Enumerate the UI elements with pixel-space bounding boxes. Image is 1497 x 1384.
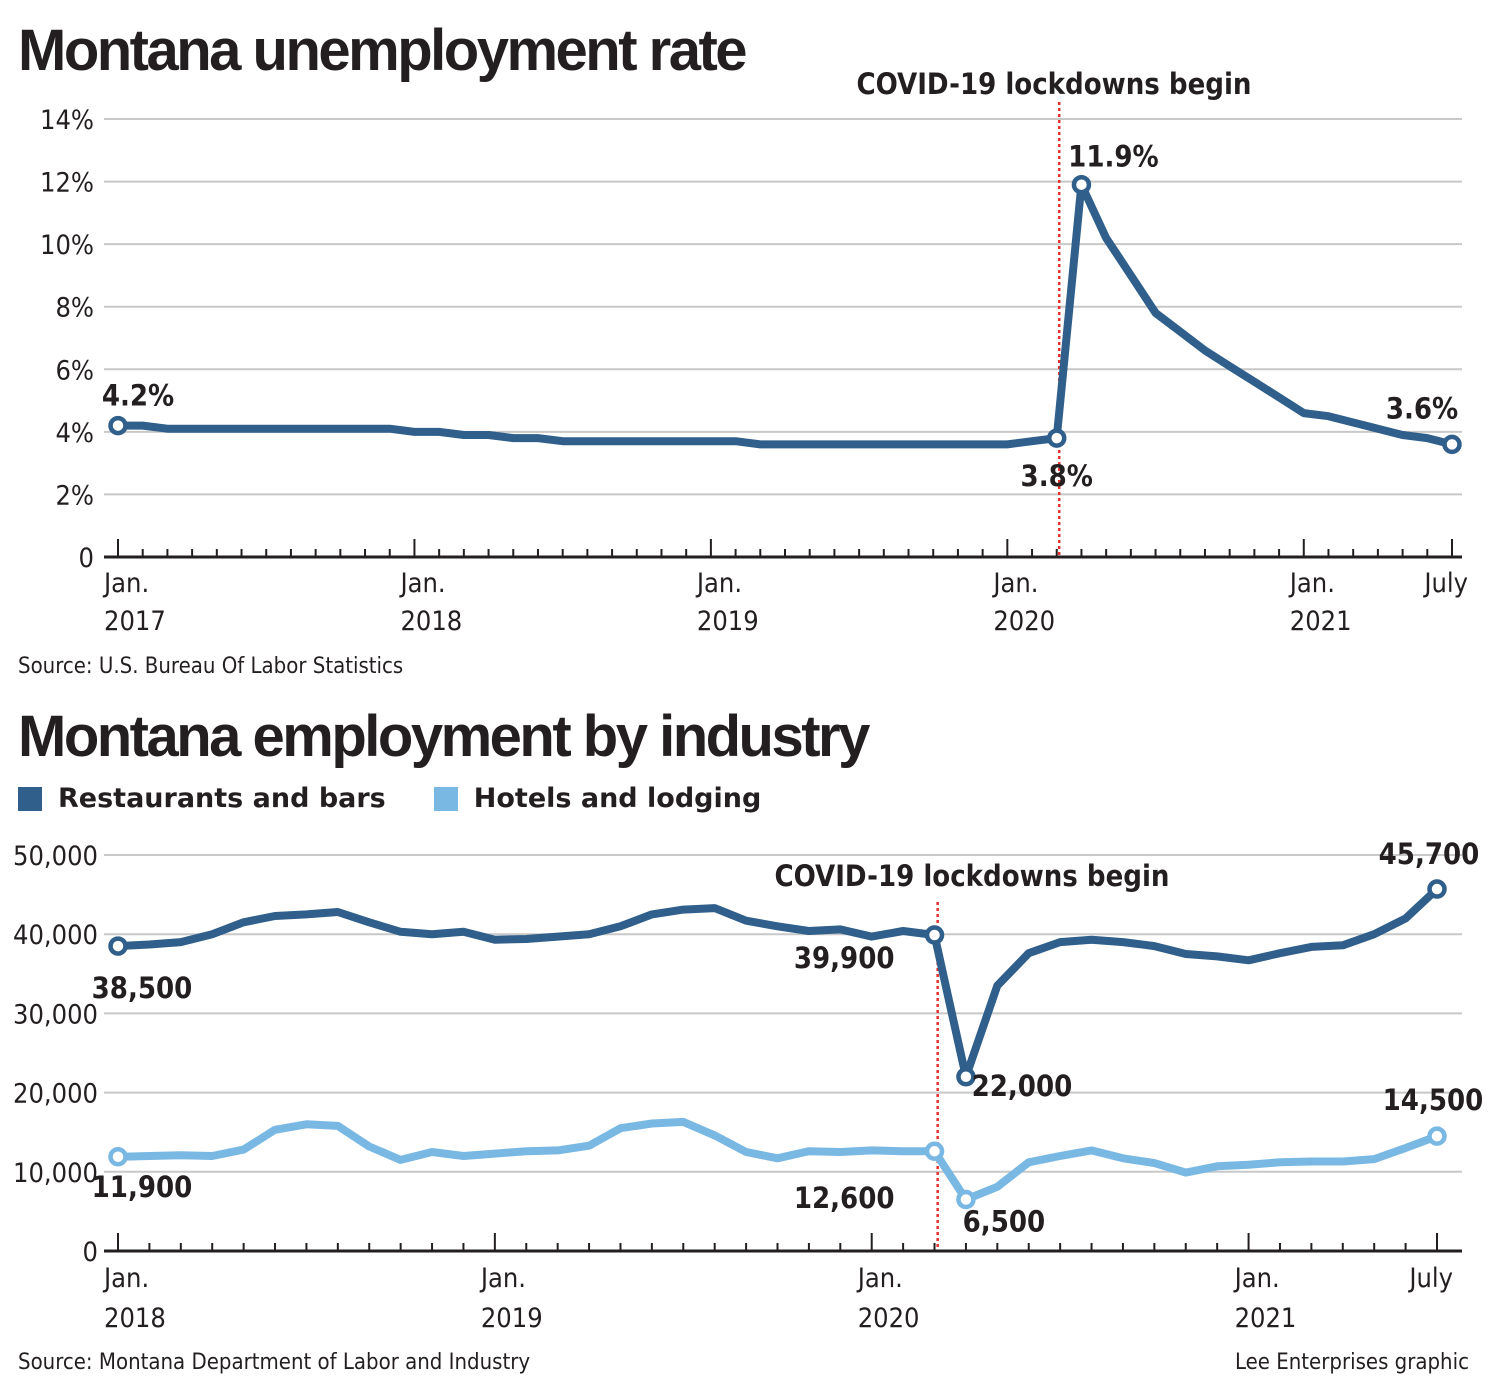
unemployment-source: Source: U.S. Bureau Of Labor Statistics — [18, 654, 404, 679]
x-tick-label: 2019 — [697, 606, 759, 637]
data-point-marker — [108, 936, 128, 956]
data-point-label: 11,900 — [92, 1170, 193, 1204]
data-point-label: 12,600 — [794, 1181, 895, 1215]
data-point-marker — [1046, 428, 1067, 448]
covid-lockdown-annotation: COVID-19 lockdowns begin — [775, 859, 1170, 893]
y-tick-label: 30,000 — [13, 999, 98, 1030]
covid-lockdown-annotation: COVID-19 lockdowns begin — [857, 67, 1252, 101]
y-tick-label: 20,000 — [13, 1079, 98, 1110]
y-tick-label: 8% — [55, 293, 94, 324]
data-point-marker — [1071, 174, 1092, 195]
data-point-label: 3.6% — [1386, 391, 1458, 425]
data-point-marker — [1442, 434, 1462, 455]
legend-swatch-restaurants — [18, 786, 42, 811]
data-point-marker — [956, 1067, 976, 1087]
legend-swatch-hotels — [433, 786, 458, 811]
x-tick-label: 2020 — [993, 606, 1055, 637]
x-tick-label: 2018 — [400, 606, 462, 637]
y-tick-label: 4% — [55, 418, 94, 449]
unemployment-chart: 0 2% 4% 6% 8% 10% 12% 14% Jan. 2017 Jan. 2018 Jan. 20… — [40, 67, 1468, 637]
y-tick-label: 0 — [83, 1237, 98, 1268]
x-tick-label: 2019 — [481, 1303, 543, 1334]
unemployment-chart-title: Montana unemployment rate — [18, 18, 748, 83]
x-tick-label: 2021 — [1235, 1303, 1297, 1334]
graphic-credit: Lee Enterprises graphic — [1234, 1350, 1469, 1375]
series-line-1 — [114, 1117, 1441, 1204]
legend-item-hotels: Hotels and lodging — [433, 783, 762, 814]
x-tick-label: 2017 — [104, 606, 166, 637]
x-tick-label: 2021 — [1290, 606, 1352, 637]
data-point-marker — [1427, 1126, 1447, 1146]
y-tick-label: 0 — [79, 543, 94, 574]
legend-label-hotels: Hotels and lodging — [473, 783, 762, 814]
y-tick-label: 10,000 — [13, 1158, 98, 1189]
y-tick-label: 2% — [55, 480, 94, 511]
x-tick-label: Jan. — [1233, 1263, 1280, 1294]
x-tick-label: July — [1422, 568, 1468, 599]
x-tick-label: July — [1407, 1263, 1453, 1294]
x-tick-label: Jan. — [102, 1263, 149, 1294]
data-point-marker — [924, 925, 945, 945]
data-point-label: 38,500 — [92, 971, 193, 1005]
data-point-label: 39,900 — [794, 941, 895, 975]
y-tick-label: 10% — [40, 230, 94, 261]
x-tick-label: Jan. — [102, 568, 149, 599]
data-point-label: 4.2% — [102, 379, 174, 413]
data-point-marker — [108, 415, 128, 436]
x-tick-label: Jan. — [1288, 568, 1335, 599]
x-tick-label: Jan. — [479, 1263, 526, 1294]
y-tick-label: 40,000 — [13, 920, 98, 951]
y-tick-label: 12% — [40, 168, 94, 199]
legend-label-restaurants: Restaurants and bars — [58, 783, 386, 814]
data-point-label: 6,500 — [963, 1205, 1046, 1239]
data-point-label: 14,500 — [1383, 1083, 1484, 1117]
employment-source: Source: Montana Department of Labor and … — [18, 1350, 531, 1375]
x-tick-label: Jan. — [991, 568, 1038, 599]
x-tick-label: Jan. — [695, 568, 742, 599]
legend-item-restaurants: Restaurants and bars — [18, 783, 386, 814]
data-point-label: 45,700 — [1379, 837, 1480, 871]
y-tick-label: 6% — [55, 355, 94, 386]
series-line-0 — [114, 180, 1456, 449]
x-tick-label: Jan. — [856, 1263, 903, 1294]
series-line-0 — [114, 885, 1441, 1081]
data-point-marker — [108, 1147, 128, 1167]
x-tick-label: 2018 — [104, 1303, 166, 1334]
data-point-marker — [924, 1141, 945, 1161]
data-point-label: 11.9% — [1068, 140, 1159, 174]
data-point-label: 3.8% — [1021, 459, 1093, 493]
x-tick-label: 2020 — [858, 1303, 920, 1334]
employment-legend: Restaurants and bars Hotels and lodging — [18, 783, 809, 814]
employment-chart-title: Montana employment by industry — [18, 704, 870, 769]
x-tick-label: Jan. — [398, 568, 445, 599]
data-point-marker — [1427, 879, 1447, 899]
data-point-label: 22,000 — [972, 1069, 1073, 1103]
y-tick-label: 14% — [40, 105, 94, 136]
y-tick-label: 50,000 — [13, 841, 98, 872]
data-point-marker — [956, 1189, 976, 1210]
